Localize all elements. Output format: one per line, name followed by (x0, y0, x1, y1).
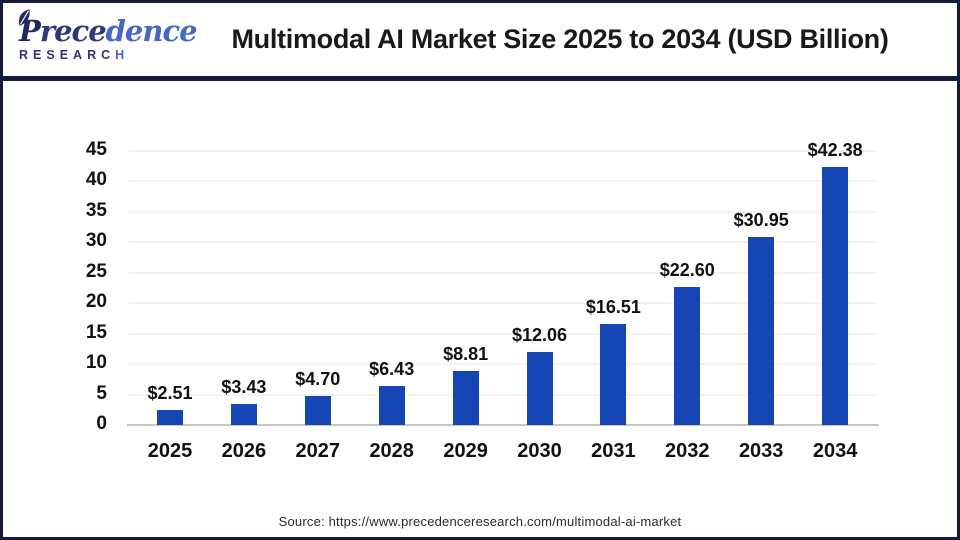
bar-2032 (674, 287, 701, 425)
y-tick-label: 45 (85, 138, 107, 160)
bar-2030 (526, 351, 553, 425)
x-tick-label-2025: 2025 (147, 440, 193, 462)
bar-2029 (452, 371, 479, 425)
y-tick-label: 30 (85, 230, 107, 252)
brand-subtitle: RESEARCH (19, 49, 177, 62)
x-tick-label-2027: 2027 (295, 440, 341, 462)
bar-value-label-2027: $4.70 (295, 369, 341, 390)
brand-subtitle-main: RESEARC (19, 48, 116, 63)
bar-value-label-2025: $2.51 (147, 382, 193, 403)
gridline (129, 393, 877, 396)
bar-value-label-2030: $12.06 (511, 324, 568, 345)
y-tick-label: 0 (96, 413, 107, 434)
gridline (129, 302, 877, 305)
brand-logo: Precedence RESEARCH (19, 9, 198, 62)
brand-text-part3: dence (105, 14, 198, 49)
bar-2026 (230, 404, 257, 425)
bar-value-label-2032: $22.60 (659, 260, 715, 281)
y-tick-label: 25 (85, 260, 107, 282)
bar-2034 (822, 166, 849, 425)
bar-value-label-2034: $42.38 (807, 139, 863, 160)
x-axis-line (127, 424, 879, 426)
y-tick-label: 40 (85, 169, 107, 191)
gridline (129, 210, 877, 213)
bar-value-label-2029: $8.81 (443, 344, 489, 365)
chart-title: Multimodal AI Market Size 2025 to 2034 (… (231, 24, 889, 54)
brand-text-part1: P (19, 14, 41, 49)
bar-2031 (600, 324, 627, 425)
brand-text-part2: rece (39, 14, 107, 49)
x-tick-label-2029: 2029 (443, 440, 488, 462)
bar-2028 (378, 385, 405, 425)
y-tick-label: 10 (85, 352, 107, 374)
y-tick-label: 20 (85, 291, 107, 313)
x-tick-label-2026: 2026 (221, 440, 267, 462)
y-tick-label: 35 (85, 199, 107, 221)
leaf-icon (19, 9, 30, 26)
bar-2033 (748, 236, 775, 425)
gridline (129, 271, 877, 274)
header: Precedence RESEARCH Multimodal AI Market… (3, 3, 957, 81)
source-text: Source: https://www.precedenceresearch.c… (278, 514, 682, 529)
bar-chart-area: 0 5 10 15 20 25 30 35 40 45 $2.51 2025 $3.43 2026 $4.7… (3, 3, 957, 537)
y-tick-label: 5 (96, 382, 107, 404)
brand-subtitle-accent: H (115, 48, 130, 63)
brand-name: Precedence (19, 9, 198, 49)
bar-value-label-2031: $16.51 (585, 297, 641, 318)
x-tick-label-2033: 2033 (738, 440, 784, 462)
bar-2025 (157, 409, 183, 425)
x-tick-label-2028: 2028 (369, 440, 414, 462)
gridline (129, 180, 877, 183)
x-tick-label-2030: 2030 (517, 440, 562, 462)
gridline (129, 149, 877, 152)
x-tick-label-2032: 2032 (665, 440, 710, 462)
gridline (129, 363, 877, 366)
bar-value-label-2028: $6.43 (369, 358, 415, 379)
bar-value-label-2033: $30.95 (733, 209, 789, 230)
x-tick-label-2031: 2031 (591, 440, 636, 462)
bar-2027 (304, 396, 331, 425)
x-tick-label-2034: 2034 (812, 440, 858, 462)
bar-value-label-2026: $3.43 (221, 377, 267, 398)
gridline (129, 241, 877, 244)
gridline (129, 332, 877, 335)
y-tick-label: 15 (85, 321, 107, 343)
